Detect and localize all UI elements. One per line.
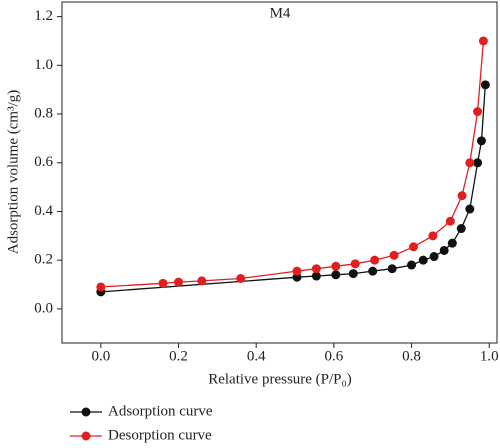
legend-marker xyxy=(81,407,91,417)
data-point xyxy=(387,264,397,274)
data-point xyxy=(407,260,417,270)
data-point xyxy=(473,107,483,117)
data-point xyxy=(465,158,475,168)
data-point xyxy=(439,245,449,255)
y-axis-label: Adsorption volume (cm³/g) xyxy=(5,90,21,254)
series-line xyxy=(100,40,485,288)
y-tick-label: 1.0 xyxy=(34,57,53,73)
data-point xyxy=(457,191,467,201)
data-point xyxy=(331,261,341,271)
x-tick-label: 0.4 xyxy=(247,348,266,364)
data-point xyxy=(465,204,475,214)
legend-label: Adsorption curve xyxy=(108,403,213,419)
data-point xyxy=(368,266,378,276)
data-point xyxy=(428,231,438,241)
data-point xyxy=(174,277,184,287)
data-point xyxy=(418,255,428,265)
data-point xyxy=(473,158,483,168)
plot-frame xyxy=(61,1,498,344)
data-point xyxy=(429,252,439,262)
data-point xyxy=(311,264,321,274)
data-point xyxy=(370,255,380,265)
x-tick-label: 0.0 xyxy=(91,348,110,364)
chart-title: M4 xyxy=(270,5,291,21)
legend-marker xyxy=(81,431,91,441)
data-point xyxy=(476,136,486,146)
data-point xyxy=(331,270,341,280)
data-point xyxy=(456,224,466,234)
data-point xyxy=(350,259,360,269)
data-point xyxy=(311,271,321,281)
x-axis-label: Relative pressure (P/P₀) xyxy=(208,371,352,387)
y-tick-label: 0.4 xyxy=(34,203,53,219)
data-point xyxy=(96,282,106,292)
data-point xyxy=(408,242,418,252)
data-point xyxy=(197,276,207,286)
y-tick-label: 0.0 xyxy=(34,300,53,316)
data-point xyxy=(292,266,302,276)
x-tick-label: 1.0 xyxy=(480,348,499,364)
data-point xyxy=(447,238,457,248)
x-tick-label: 0.2 xyxy=(169,348,188,364)
legend-label: Desorption curve xyxy=(108,427,212,443)
data-point xyxy=(158,278,168,288)
data-point xyxy=(445,216,455,226)
data-point xyxy=(389,250,399,260)
y-tick-label: 0.6 xyxy=(34,154,53,170)
y-tick-label: 0.8 xyxy=(34,105,53,121)
y-tick-label: 0.2 xyxy=(34,252,53,268)
y-tick-label: 1.2 xyxy=(34,8,53,24)
x-tick-label: 0.6 xyxy=(325,348,344,364)
data-point xyxy=(236,273,246,283)
data-point xyxy=(348,269,358,279)
data-point xyxy=(480,80,490,90)
x-tick-label: 0.8 xyxy=(402,348,421,364)
data-point xyxy=(478,36,488,46)
